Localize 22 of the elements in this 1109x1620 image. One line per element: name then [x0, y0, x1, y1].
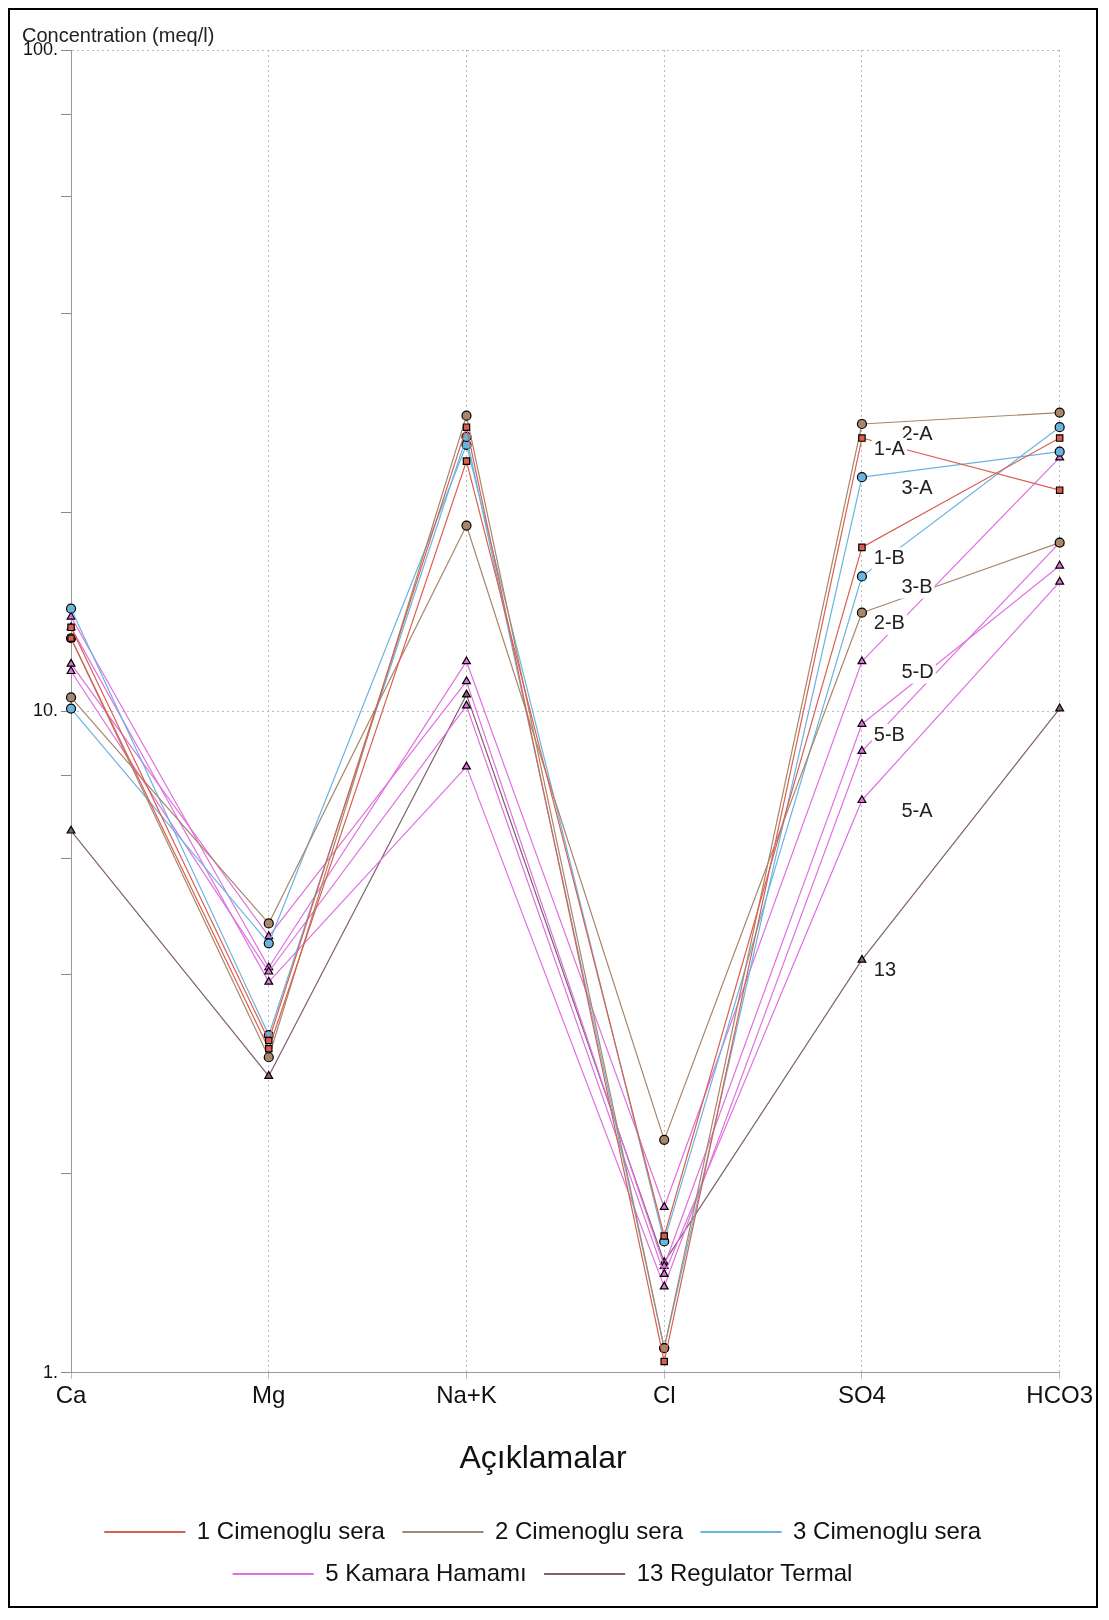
x-tick-label: Na+K — [436, 1380, 497, 1408]
legend-label: 2 Cimenoglu sera — [494, 1516, 684, 1544]
annotation: 3-B — [901, 574, 933, 597]
annotation: 5-B — [873, 722, 905, 745]
x-tick-label: SO4 — [837, 1380, 886, 1408]
annotation: 1-B — [873, 545, 905, 568]
annotation: 2-B — [873, 611, 905, 634]
legend-title: Açıklamalar — [459, 1439, 627, 1476]
legend-label: 1 Cimenoglu sera — [196, 1516, 386, 1544]
x-tick-label: Mg — [252, 1380, 286, 1408]
legend-label: 5 Kamara Hamamı — [325, 1558, 527, 1586]
annotation: 5-D — [901, 659, 934, 682]
x-tick-label: HCO3 — [1026, 1380, 1093, 1408]
annotation: 3-A — [901, 475, 934, 498]
annotation: 5-A — [901, 798, 934, 821]
x-tick-label: Cl — [652, 1380, 676, 1408]
legend-label: 3 Cimenoglu sera — [793, 1516, 982, 1544]
y-tick-label: 10. — [33, 700, 59, 721]
y-tick-label: 1. — [43, 1361, 59, 1382]
legend-label: 13 Regulator Termal — [636, 1558, 853, 1586]
annotation: 13 — [873, 958, 897, 981]
x-tick-label: Ca — [55, 1380, 88, 1408]
